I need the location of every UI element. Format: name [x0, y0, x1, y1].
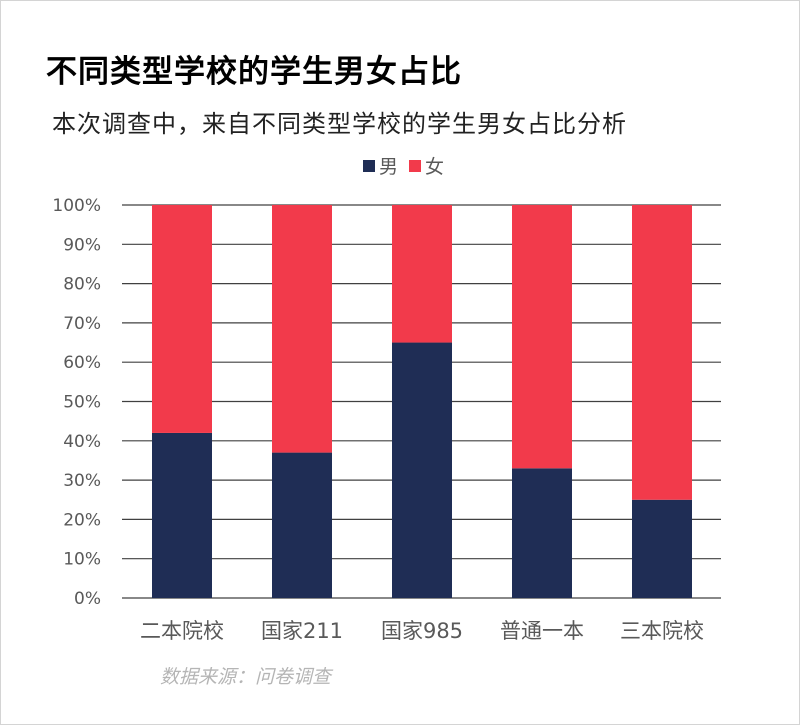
- x-tick-label: 二本院校: [140, 619, 224, 643]
- chart-subtitle: 本次调查中，来自不同类型学校的学生男女占比分析: [52, 110, 627, 138]
- x-tick-labels: 二本院校 国家211 国家985 普通一本 三本院校: [140, 619, 704, 643]
- legend-swatch: [363, 160, 375, 172]
- y-tick-labels: 0% 10% 20% 30% 40% 50% 60% 70% 80% 90% 100%: [52, 196, 101, 609]
- x-tick-label: 三本院校: [620, 619, 704, 643]
- bar-segment: [152, 432, 212, 598]
- bar-segment: [392, 205, 452, 343]
- y-tick-label: 0%: [74, 589, 101, 609]
- bar-segment: [392, 342, 452, 598]
- y-tick-label: 10%: [63, 550, 101, 570]
- y-tick-label: 90%: [63, 235, 101, 255]
- y-tick-label: 80%: [63, 275, 101, 295]
- x-tick-label: 国家985: [381, 619, 463, 643]
- x-tick-label: 国家211: [261, 619, 343, 643]
- y-tick-label: 30%: [63, 471, 101, 491]
- bar-segment: [512, 205, 572, 469]
- bar-segment: [152, 205, 212, 433]
- chart-title: 不同类型学校的学生男女占比: [46, 54, 462, 90]
- legend-label: 男: [379, 156, 398, 178]
- y-tick-label: 20%: [63, 510, 101, 530]
- bar-segment: [632, 205, 692, 500]
- bar-segment: [272, 205, 332, 453]
- bar-segment: [272, 452, 332, 598]
- y-tick-label: 70%: [63, 314, 101, 334]
- legend-swatch: [409, 160, 421, 172]
- y-tick-label: 50%: [63, 393, 101, 413]
- source-note: 数据来源：问卷调查: [160, 666, 332, 688]
- bars: [152, 205, 692, 598]
- y-tick-label: 100%: [52, 196, 101, 216]
- bar-segment: [512, 468, 572, 598]
- y-tick-label: 60%: [63, 353, 101, 373]
- legend-label: 女: [425, 156, 444, 178]
- bar-segment: [632, 499, 692, 598]
- x-tick-label: 普通一本: [500, 619, 584, 643]
- y-tick-label: 40%: [63, 432, 101, 452]
- legend: 男女: [363, 156, 444, 178]
